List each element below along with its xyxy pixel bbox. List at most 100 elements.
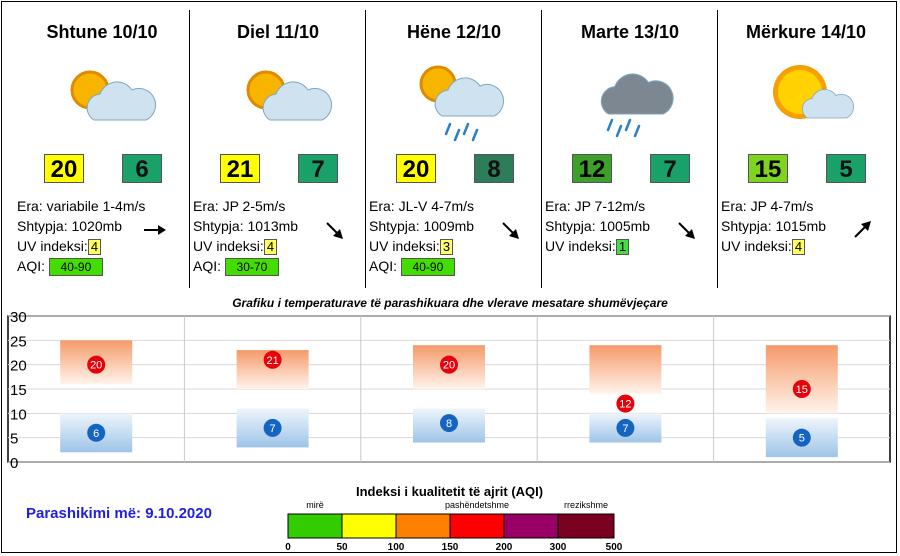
weather-details: Era: JL-V 4-7m/s Shtypja: 1009mb UV inde…: [369, 196, 474, 276]
aqi-label: AQI:: [17, 258, 46, 274]
y-tick-label: 25: [10, 333, 27, 350]
pressure-text: Shtypja: 1015mb: [721, 218, 827, 234]
aqi-scale-title: Indeksi i kualitetit të ajrit (AQI): [356, 484, 544, 499]
rain-cloud-icon: [600, 73, 674, 138]
min-temp-badge: 6: [122, 154, 162, 183]
wind-text: Era: variabile 1-4m/s: [17, 198, 146, 214]
day-column-3: Hëne 12/10 20 8 Era: JL-V 4-7m/s Shtypja…: [366, 10, 542, 288]
pressure-text: Shtypja: 1009mb: [369, 218, 475, 234]
max-temp-badge: 20: [44, 154, 84, 183]
y-tick-label: 20: [10, 358, 27, 375]
aqi-category-label: pashëndetshme: [445, 500, 509, 510]
wind-text: Era: JP 2-5m/s: [193, 198, 286, 214]
aqi-tick-label: 0: [285, 542, 291, 553]
sunny-cloud-icon: [773, 65, 855, 119]
falling-arrow-icon: [502, 222, 519, 239]
wind-text: Era: JL-V 4-7m/s: [369, 198, 475, 214]
uv-badge: 4: [87, 239, 102, 255]
day-column-4: Marte 13/10 12 7 Era: JP 7-12m/s Shtypja…: [542, 10, 718, 288]
min-temp-label: 7: [622, 423, 628, 435]
max-normal-band: [589, 345, 662, 394]
min-temp-point: [440, 414, 458, 433]
column-divider: [717, 10, 718, 288]
forecast-date: Parashikimi më: 9.10.2020: [26, 505, 212, 522]
aqi-tick-label: 50: [336, 542, 348, 553]
rising-arrow-icon: [854, 221, 871, 238]
min-temp-label: 7: [270, 423, 276, 435]
aqi-tick-label: 150: [442, 542, 459, 553]
max-temp-badge: 21: [220, 154, 260, 183]
min-temp-point: [87, 423, 106, 442]
max-temp-label: 21: [266, 355, 278, 367]
min-temp-point: [792, 428, 811, 447]
aqi-row: AQI: 40-90: [369, 256, 474, 276]
day-column-1: Shtune 10/10 20 6 Era: variabile 1-4m/s …: [14, 10, 190, 288]
uv-label: UV indeksi:: [369, 238, 440, 254]
max-temp-point: [263, 350, 282, 369]
aqi-label: AQI:: [193, 258, 222, 274]
min-temp-badge: 8: [474, 154, 514, 183]
day-title: Marte 13/10: [580, 22, 680, 42]
max-temp-label: 20: [443, 360, 455, 372]
min-temp-label: 8: [446, 418, 452, 430]
max-temp-label: 15: [796, 384, 808, 396]
partly-cloudy-icon: [70, 70, 157, 121]
max-temp-point: [792, 380, 811, 398]
min-temp-point: [263, 418, 282, 437]
y-tick-label: 0: [10, 455, 18, 468]
weather-details: Era: JP 2-5m/s Shtypja: 1013mb UV indeks…: [193, 196, 298, 276]
aqi-tick-label: 200: [496, 542, 513, 553]
uv-badge: 1: [615, 239, 630, 255]
aqi-label: AQI:: [369, 258, 398, 274]
day-title: Mërkure 14/10: [745, 22, 867, 42]
min-temp-badge: 7: [298, 154, 338, 183]
day-column-5: Mërkure 14/10 15 5 Era: JP 4-7m/s Shtypj…: [718, 10, 894, 288]
wind-text: Era: JP 4-7m/s: [721, 198, 814, 214]
uv-row: UV indeksi: 4: [721, 236, 826, 256]
uv-label: UV indeksi:: [721, 238, 792, 254]
aqi-tick-label: 500: [606, 542, 623, 553]
aqi-row: AQI: 30-70: [193, 256, 298, 276]
max-temp-label: 12: [619, 399, 631, 411]
uv-row: UV indeksi: 4: [193, 236, 298, 256]
chart-title: Grafiku i temperaturave të parashikuara …: [232, 296, 668, 310]
y-tick-label: 5: [10, 431, 18, 448]
max-temp-point: [440, 355, 458, 374]
max-normal-band: [765, 345, 838, 414]
falling-arrow-icon: [678, 222, 695, 239]
weather-details: Era: JP 7-12m/s Shtypja: 1005mb UV indek…: [545, 196, 650, 256]
partly-cloudy-icon: [246, 70, 333, 121]
max-temp-badge: 15: [748, 154, 788, 183]
min-temp-label: 5: [799, 433, 805, 445]
aqi-color-segment: [449, 513, 505, 539]
uv-row: UV indeksi: 1: [545, 236, 650, 256]
daily-forecast-strip: Shtune 10/10 20 6 Era: variabile 1-4m/s …: [14, 10, 890, 288]
y-tick-label: 30: [10, 309, 27, 326]
uv-badge: 3: [439, 239, 454, 255]
aqi-badge: 40-90: [48, 258, 103, 276]
aqi-category-label: mirë: [306, 500, 324, 510]
max-temp-point: [87, 355, 106, 374]
aqi-row: AQI: 40-90: [17, 256, 145, 276]
aqi-badge: 40-90: [400, 258, 455, 276]
uv-badge: 4: [263, 239, 278, 255]
min-temp-badge: 7: [650, 154, 690, 183]
aqi-color-segment: [341, 513, 397, 539]
wind-text: Era: JP 7-12m/s: [545, 198, 646, 214]
column-divider: [189, 10, 190, 288]
aqi-color-segment: [557, 513, 615, 539]
uv-label: UV indeksi:: [193, 238, 264, 254]
falling-arrow-icon: [326, 222, 343, 239]
uv-row: UV indeksi: 4: [17, 236, 145, 256]
weather-details: Era: JP 4-7m/s Shtypja: 1015mb UV indeks…: [721, 196, 826, 256]
min-temp-point: [616, 418, 635, 437]
day-title: Diel 11/10: [236, 22, 320, 42]
column-divider: [541, 10, 542, 288]
aqi-tick-label: 300: [550, 542, 567, 553]
uv-label: UV indeksi:: [545, 238, 616, 254]
day-title: Hëne 12/10: [406, 22, 502, 42]
y-tick-label: 15: [10, 382, 27, 399]
pressure-text: Shtypja: 1013mb: [193, 218, 299, 234]
partly-cloudy-rain-icon: [419, 65, 505, 142]
